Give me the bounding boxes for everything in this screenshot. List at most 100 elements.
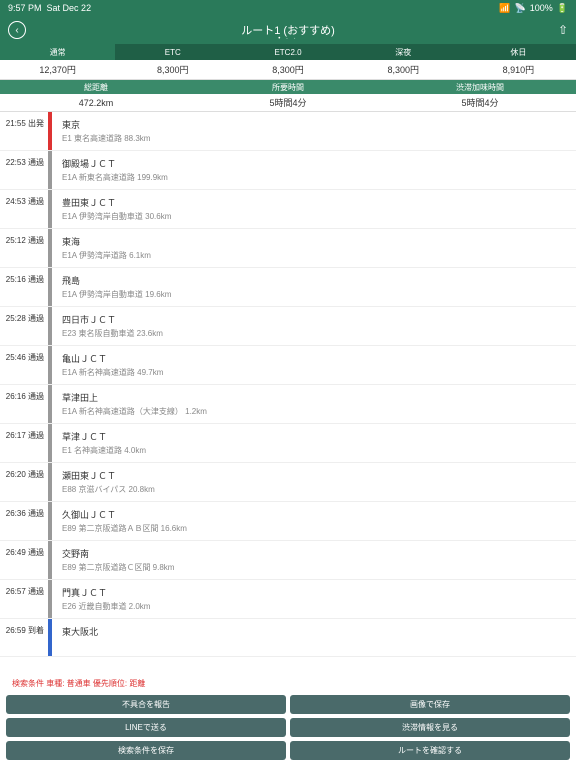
location-name: 門真ＪＣＴ (62, 586, 568, 599)
location-detail: E1A 伊勢湾岸自動車道 19.6km (62, 289, 568, 300)
route-info: 交野南E89 第二京阪道路Ｃ区間 9.8km (54, 541, 576, 579)
stat-v-time: 5時間4分 (192, 94, 384, 111)
location-name: 久御山ＪＣＴ (62, 508, 568, 521)
tab-holiday[interactable]: 休日 (461, 44, 576, 60)
prices-row: 12,370円 8,300円 8,300円 8,300円 8,910円 (0, 60, 576, 80)
save-search-button[interactable]: 検索条件を保存 (6, 741, 286, 760)
tab-normal[interactable]: 通常 (0, 44, 115, 60)
stats-values: 472.2km 5時間4分 5時間4分 (0, 94, 576, 112)
battery-pct: 100% (530, 3, 553, 13)
price-night: 8,300円 (346, 60, 461, 79)
route-item[interactable]: 21:55 出発東京E1 東名高速道路 88.3km (0, 112, 576, 151)
route-item[interactable]: 26:49 通過交野南E89 第二京阪道路Ｃ区間 9.8km (0, 541, 576, 580)
route-time: 25:28 通過 (0, 307, 46, 345)
route-item[interactable]: 26:16 通過草津田上E1A 新名神高速道路（大津支線） 1.2km (0, 385, 576, 424)
location-name: 交野南 (62, 547, 568, 560)
back-button[interactable]: ‹ (8, 21, 26, 39)
location-name: 瀬田東ＪＣＴ (62, 469, 568, 482)
route-info: 瀬田東ＪＣＴ E88 京滋バイパス 20.8km (54, 463, 576, 501)
route-item[interactable]: 26:20 通過 瀬田東ＪＣＴ E88 京滋バイパス 20.8km (0, 463, 576, 502)
page-dots: • · · (278, 36, 297, 42)
route-time: 25:46 通過 (0, 346, 46, 384)
route-item[interactable]: 26:59 到着東大阪北 (0, 619, 576, 657)
price-etc2: 8,300円 (230, 60, 345, 79)
route-line (46, 229, 54, 267)
location-name: 亀山ＪＣＴ (62, 352, 568, 365)
route-list[interactable]: 21:55 出発東京E1 東名高速道路 88.3km22:53 通過 御殿場ＪＣＴ… (0, 112, 576, 672)
route-info: 豊田東ＪＣＴ E1A 伊勢湾岸自動車道 30.6km (54, 190, 576, 228)
line-button[interactable]: LINEで送る (6, 718, 286, 737)
location-detail: E1A 新東名高速道路 199.9km (62, 172, 568, 183)
location-name: 草津ＪＣＴ (62, 430, 568, 443)
route-info: 久御山ＪＣＴ E89 第二京阪道路ＡＢ区間 16.6km (54, 502, 576, 540)
search-conditions: 検索条件 車種: 普通車 優先順位: 距離 (0, 672, 576, 695)
share-button[interactable]: ⇧ (558, 23, 568, 37)
route-time: 22:53 通過 (0, 151, 46, 189)
confirm-route-button[interactable]: ルートを確認する (290, 741, 570, 760)
location-detail: E1A 伊勢湾岸自動車道 30.6km (62, 211, 568, 222)
location-name: 飛島 (62, 274, 568, 287)
location-detail: E88 京滋バイパス 20.8km (62, 484, 568, 495)
location-name: 御殿場ＪＣＴ (62, 157, 568, 170)
location-name: 豊田東ＪＣＴ (62, 196, 568, 209)
location-name: 草津田上 (62, 391, 568, 404)
route-time: 26:17 通過 (0, 424, 46, 462)
route-line (46, 190, 54, 228)
route-line (46, 502, 54, 540)
stat-h-time: 所要時間 (192, 80, 384, 94)
location-detail: E1A 新名神高速道路 49.7km (62, 367, 568, 378)
tab-night[interactable]: 深夜 (346, 44, 461, 60)
route-item[interactable]: 25:12 通過東海E1A 伊勢湾岸道路 6.1km (0, 229, 576, 268)
route-info: 草津田上E1A 新名神高速道路（大津支線） 1.2km (54, 385, 576, 423)
traffic-button[interactable]: 渋滞情報を見る (290, 718, 570, 737)
route-item[interactable]: 25:46 通過 亀山ＪＣＴ E1A 新名神高速道路 49.7km (0, 346, 576, 385)
route-line (46, 541, 54, 579)
location-detail: E89 第二京阪道路ＡＢ区間 16.6km (62, 523, 568, 534)
location-detail: E26 近畿自動車道 2.0km (62, 601, 568, 612)
stat-v-distance: 472.2km (0, 94, 192, 111)
location-name: 東京 (62, 118, 568, 131)
route-time: 25:12 通過 (0, 229, 46, 267)
button-grid: 不具合を報告 画像で保存 LINEで送る 渋滞情報を見る 検索条件を保存 ルート… (0, 695, 576, 766)
route-info: 飛島 E1A 伊勢湾岸自動車道 19.6km (54, 268, 576, 306)
location-detail: E23 東名阪自動車道 23.6km (62, 328, 568, 339)
route-line (46, 463, 54, 501)
route-item[interactable]: 26:57 通過 門真ＪＣＴ E26 近畿自動車道 2.0km (0, 580, 576, 619)
route-time: 26:59 到着 (0, 619, 46, 656)
tab-etc2[interactable]: ETC2.0 (230, 44, 345, 60)
route-line (46, 385, 54, 423)
route-info: 四日市ＪＣＴE23 東名阪自動車道 23.6km (54, 307, 576, 345)
route-info: 東海E1A 伊勢湾岸道路 6.1km (54, 229, 576, 267)
price-etc: 8,300円 (115, 60, 230, 79)
route-time: 24:53 通過 (0, 190, 46, 228)
route-line (46, 580, 54, 618)
location-detail: E1 名神高速道路 4.0km (62, 445, 568, 456)
route-item[interactable]: 25:28 通過四日市ＪＣＴE23 東名阪自動車道 23.6km (0, 307, 576, 346)
report-button[interactable]: 不具合を報告 (6, 695, 286, 714)
route-info: 草津ＪＣＴ E1 名神高速道路 4.0km (54, 424, 576, 462)
route-item[interactable]: 24:53 通過 豊田東ＪＣＴ E1A 伊勢湾岸自動車道 30.6km (0, 190, 576, 229)
price-tabs: 通常 ETC ETC2.0 深夜 休日 (0, 44, 576, 60)
status-time: 9:57 PM Sat Dec 22 (8, 3, 91, 13)
location-detail: E1A 伊勢湾岸道路 6.1km (62, 250, 568, 261)
route-time: 26:49 通過 (0, 541, 46, 579)
route-line (46, 307, 54, 345)
route-item[interactable]: 25:16 通過 飛島 E1A 伊勢湾岸自動車道 19.6km (0, 268, 576, 307)
route-item[interactable]: 26:36 通過久御山ＪＣＴE89 第二京阪道路ＡＢ区間 16.6km (0, 502, 576, 541)
price-normal: 12,370円 (0, 60, 115, 79)
route-line (46, 112, 54, 150)
route-time: 26:57 通過 (0, 580, 46, 618)
route-time: 25:16 通過 (0, 268, 46, 306)
stats-headers: 総距離 所要時間 渋滞加味時間 (0, 80, 576, 94)
route-time: 26:20 通過 (0, 463, 46, 501)
route-time: 21:55 出発 (0, 112, 46, 150)
tab-etc[interactable]: ETC (115, 44, 230, 60)
route-item[interactable]: 26:17 通過 草津ＪＣＴ E1 名神高速道路 4.0km (0, 424, 576, 463)
route-info: 東京E1 東名高速道路 88.3km (54, 112, 576, 150)
wifi-icon: 📡 (515, 3, 526, 14)
header: ‹ ルート1 (おすすめ) • · · ⇧ (0, 16, 576, 44)
stat-v-jam: 5時間4分 (384, 94, 576, 111)
route-item[interactable]: 22:53 通過 御殿場ＪＣＴ E1A 新東名高速道路 199.9km (0, 151, 576, 190)
route-line (46, 346, 54, 384)
save-image-button[interactable]: 画像で保存 (290, 695, 570, 714)
